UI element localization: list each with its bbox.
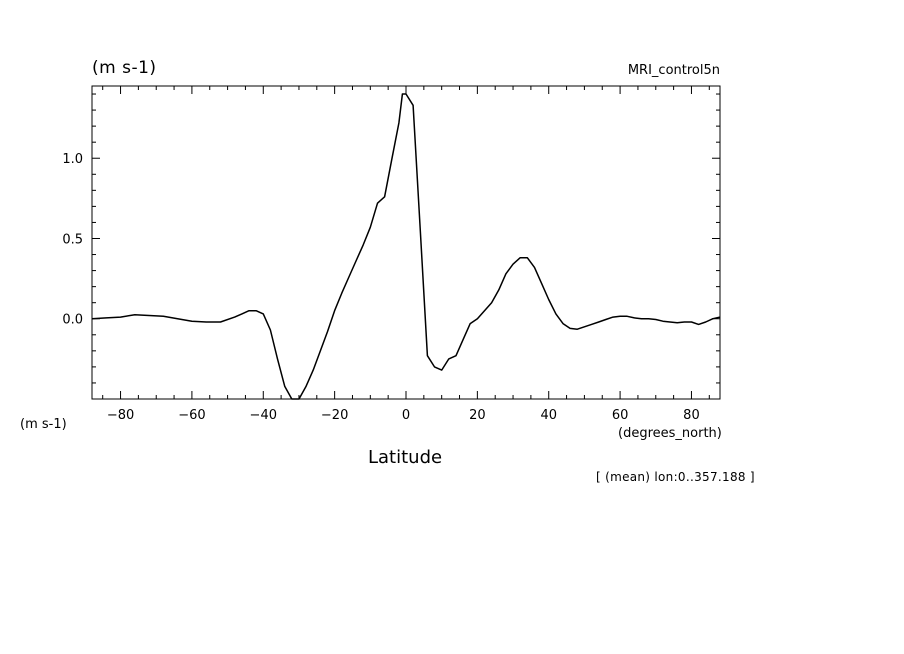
x-tick-label: 60 [612,408,629,423]
series-line [91,93,721,400]
dataset-name: MRI_control5n [627,63,720,78]
x-tick-label: 40 [540,408,557,423]
plot-frame [91,85,721,400]
y-tick-label: 1.0 [62,152,83,167]
x-tick-label: −20 [321,408,348,423]
y-units-left-label: (m s-1) [20,417,67,432]
y-units-label: (m s-1) [92,58,157,78]
tick-labels: −80 −60 −40 −20 0 20 40 60 80 0.0 0.5 1.0 [62,152,699,423]
x-tick-label: −40 [250,408,277,423]
x-tick-label: −80 [107,408,134,423]
x-tick-label: −60 [178,408,205,423]
axis-ticks [92,86,720,400]
x-tick-label: 20 [469,408,486,423]
y-tick-label: 0.0 [62,313,83,328]
x-tick-label: 0 [402,408,410,423]
subset-note: [ (mean) lon:0..357.188 ] [596,470,755,484]
x-tick-label: 80 [683,408,700,423]
x-units-label: (degrees_north) [618,426,722,441]
y-tick-label: 0.5 [62,232,83,247]
x-axis-title: Latitude [368,447,443,468]
